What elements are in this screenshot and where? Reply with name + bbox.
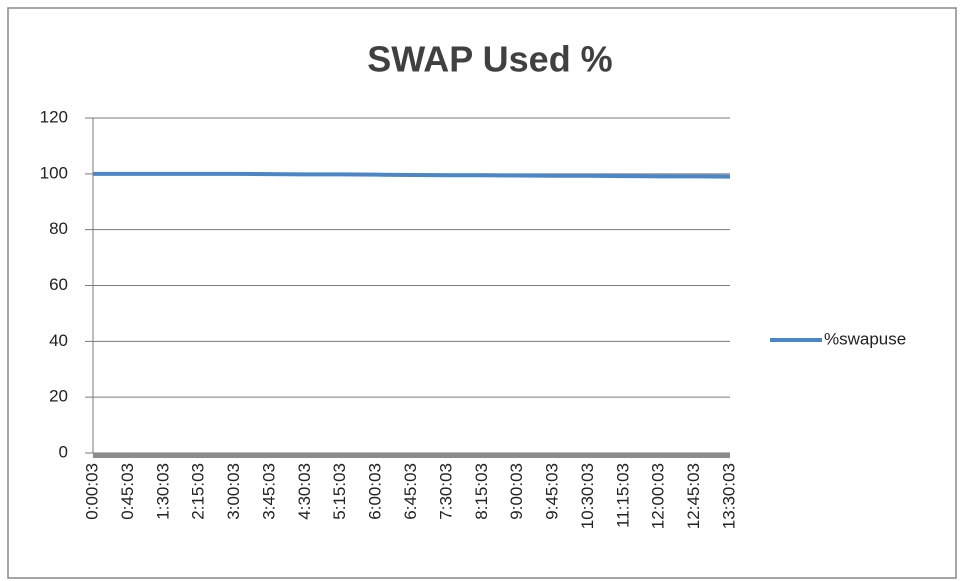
x-tick-label: 12:00:03 bbox=[649, 463, 668, 529]
x-tick-label: 0:45:03 bbox=[118, 463, 137, 520]
y-tick-label: 60 bbox=[49, 275, 68, 294]
legend-label: %swapuse bbox=[824, 329, 906, 348]
x-tick-label: 13:30:03 bbox=[719, 463, 738, 529]
x-tick-label: 8:15:03 bbox=[472, 463, 491, 520]
x-tick-label: 6:00:03 bbox=[366, 463, 385, 520]
chart-frame bbox=[7, 7, 957, 579]
data-line bbox=[93, 171, 731, 179]
y-tick-label: 40 bbox=[49, 331, 68, 350]
chart-title: SWAP Used % bbox=[367, 39, 612, 80]
x-tick-label: 2:15:03 bbox=[189, 463, 208, 520]
x-tick-label: 10:30:03 bbox=[578, 463, 597, 529]
x-tick-label: 5:15:03 bbox=[330, 463, 349, 520]
x-tick-label: 11:15:03 bbox=[613, 463, 632, 528]
y-tick-label: 20 bbox=[49, 387, 68, 406]
y-tick-label: 0 bbox=[59, 442, 68, 461]
x-tick-label: 3:00:03 bbox=[224, 463, 243, 520]
x-tick-label: 9:00:03 bbox=[507, 463, 526, 520]
x-tick-label: 3:45:03 bbox=[259, 463, 278, 520]
x-tick-label: 12:45:03 bbox=[684, 463, 703, 529]
x-tick-label: 4:30:03 bbox=[295, 463, 314, 520]
x-tick-label: 0:00:03 bbox=[82, 463, 101, 520]
x-tick-label: 1:30:03 bbox=[153, 463, 172, 520]
x-tick-label: 9:45:03 bbox=[543, 463, 562, 520]
y-tick-label: 80 bbox=[49, 219, 68, 238]
x-tick-label: 6:45:03 bbox=[401, 463, 420, 520]
x-axis bbox=[93, 453, 730, 458]
y-tick-label: 120 bbox=[40, 107, 68, 126]
y-tick-label: 100 bbox=[40, 163, 68, 182]
x-tick-label: 7:30:03 bbox=[436, 463, 455, 520]
